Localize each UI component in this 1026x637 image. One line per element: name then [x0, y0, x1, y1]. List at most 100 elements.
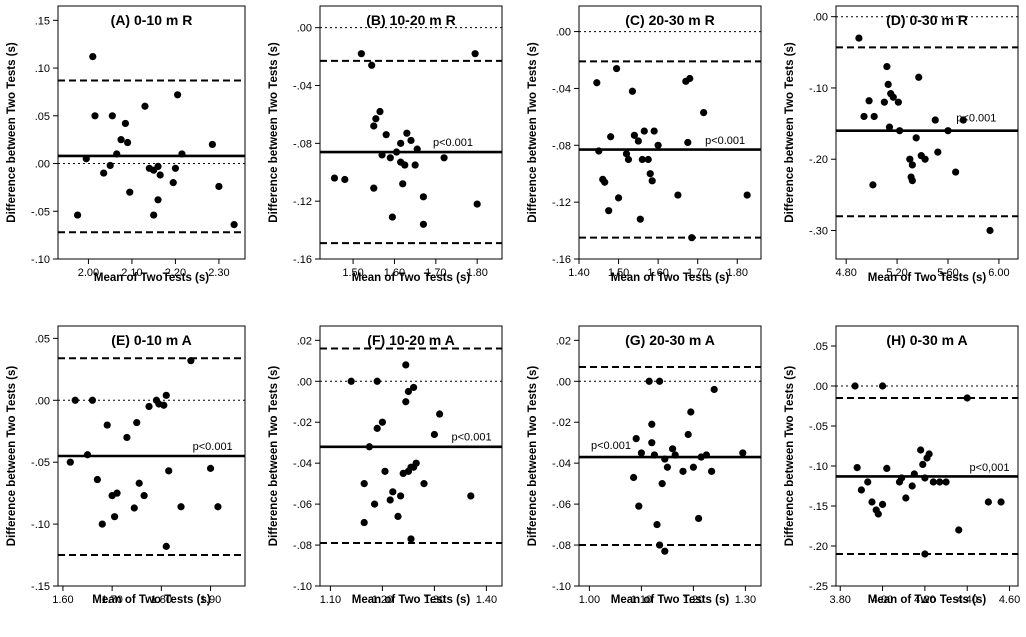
x-tick-label: 1.60 [647, 267, 668, 279]
data-point [378, 151, 386, 159]
data-point [864, 478, 872, 486]
p-value-label: p<0.001 [433, 137, 473, 149]
x-tick-label: 1.60 [52, 594, 73, 606]
y-tick-label: -.30 [809, 225, 828, 237]
x-tick-label: 1.50 [342, 267, 363, 279]
data-point [126, 188, 134, 196]
y-tick-label: -.10 [809, 83, 828, 95]
data-point [412, 459, 420, 467]
panel-title: (F) 10-20 m A [367, 332, 454, 348]
data-point [656, 377, 664, 385]
y-tick-label: .00 [35, 159, 50, 171]
y-tick-label: -.20 [809, 154, 828, 166]
y-tick-label: -.02 [293, 417, 312, 429]
data-point [898, 474, 906, 482]
data-point [688, 234, 696, 242]
x-axis-label: Mean of Two Tests (s) [352, 272, 471, 284]
data-point [601, 178, 609, 186]
y-tick-label: .00 [813, 12, 828, 24]
y-tick-label: -.16 [293, 254, 312, 266]
y-tick-label: -.15 [31, 581, 50, 593]
y-tick-label: .00 [35, 395, 50, 407]
data-point [407, 136, 415, 145]
data-point [952, 168, 960, 176]
data-point [853, 464, 861, 472]
data-point [360, 480, 368, 488]
data-point [397, 492, 405, 500]
data-point [371, 500, 379, 508]
x-tick-label: 2.10 [121, 267, 142, 279]
data-point [654, 141, 662, 149]
data-point [648, 177, 656, 185]
y-tick-label: -.05 [31, 206, 50, 218]
data-point [117, 136, 125, 144]
data-point [88, 396, 97, 404]
y-tick-label: .00 [297, 376, 312, 388]
data-point [123, 138, 132, 147]
y-tick-label: .05 [35, 111, 50, 123]
data-point [671, 451, 679, 459]
data-point [679, 467, 687, 475]
x-tick-label: 1.90 [200, 594, 221, 606]
data-point [634, 137, 642, 145]
data-point [857, 486, 865, 494]
data-point [695, 514, 703, 523]
data-point [921, 155, 929, 163]
data-point [378, 418, 386, 426]
data-point [884, 80, 892, 88]
data-point [113, 150, 121, 158]
data-point [648, 439, 656, 447]
data-point [612, 64, 621, 73]
data-point [187, 357, 195, 365]
x-tick-label: 5.20 [886, 267, 907, 279]
data-point [622, 150, 631, 158]
data-point [855, 34, 863, 42]
panel-h: -.25 -.20 -.15 -.10 -.05 .00 .05 3.80 4.00 4.20 4.… [784, 325, 1020, 606]
data-point [419, 193, 428, 201]
data-point [640, 127, 648, 135]
p-value-label: p<0.001 [956, 112, 996, 124]
panel-c: -.16 -.12 -.08 -.04 .00 1.40 1.50 1.60 1.70 1.80 (… [527, 5, 762, 284]
data-point [644, 155, 652, 164]
data-point [628, 87, 637, 95]
p-value-label: p<0.001 [705, 135, 745, 147]
p-value-label: p<0.001 [591, 440, 631, 452]
data-point [870, 112, 878, 121]
y-tick-label: -.10 [31, 519, 50, 531]
data-point [889, 93, 897, 101]
data-point [141, 102, 149, 110]
data-point [106, 161, 114, 170]
data-point [145, 402, 153, 411]
y-tick-label: -.04 [293, 81, 312, 93]
x-axis-label: Mean of Two Tests (s) [352, 594, 471, 606]
data-point [912, 134, 920, 142]
y-tick-label: -.12 [552, 197, 571, 209]
data-point [230, 221, 238, 229]
data-point [360, 518, 368, 527]
data-point [650, 451, 659, 459]
x-tick-label: 2.30 [208, 267, 229, 279]
data-point [743, 191, 751, 199]
data-point [135, 479, 143, 487]
data-point [908, 177, 916, 185]
x-tick-label: 1.50 [608, 267, 629, 279]
data-point [624, 155, 633, 164]
y-tick-label: -.06 [293, 499, 312, 511]
data-point [921, 550, 929, 558]
data-point [410, 383, 418, 392]
data-point [674, 191, 682, 199]
plot-frame [319, 5, 503, 260]
x-tick-label: 4.40 [956, 594, 977, 606]
data-point [959, 116, 967, 124]
y-tick-label: .00 [297, 23, 312, 35]
data-point [404, 387, 412, 396]
data-point [123, 433, 131, 442]
data-point [162, 391, 170, 399]
data-point [878, 500, 887, 508]
data-point [388, 213, 396, 221]
x-tick-label: 1.40 [568, 267, 589, 279]
data-point [896, 127, 904, 135]
y-tick-label: -.10 [31, 254, 50, 266]
data-point [906, 155, 914, 163]
data-point [357, 50, 365, 58]
